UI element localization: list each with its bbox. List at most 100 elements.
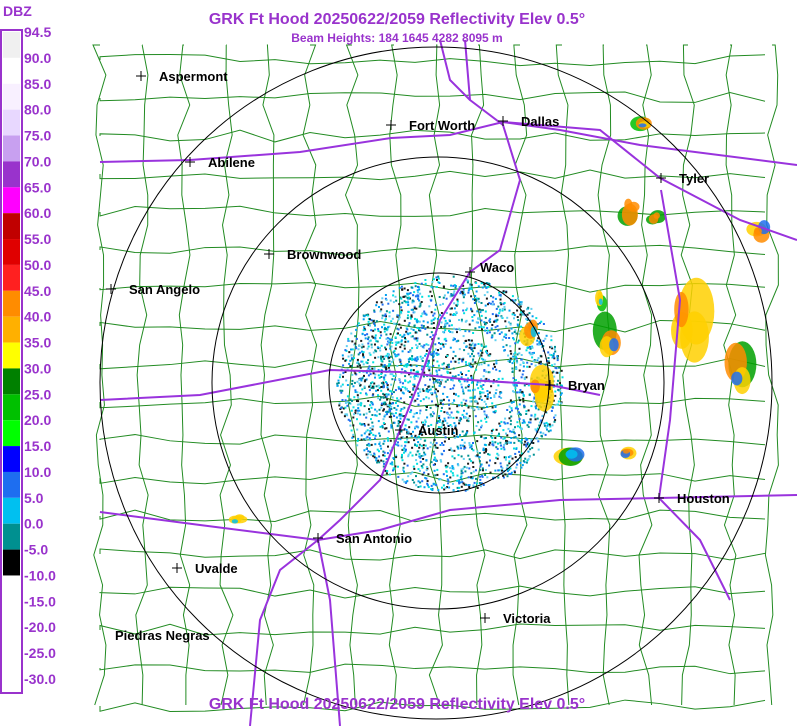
echo-pixel [536,417,539,420]
echo-pixel [409,411,412,414]
echo-pixel [374,328,377,331]
echo-pixel [407,301,410,304]
echo-pixel [467,484,470,487]
echo-pixel [404,450,407,453]
echo-pixel [551,371,554,374]
echo-pixel [365,313,368,316]
echo-pixel [552,370,555,373]
echo-pixel [426,482,429,485]
radar-echo [228,116,771,524]
echo-pixel [402,415,405,418]
echo-pixel [389,449,392,452]
echo-pixel [497,469,500,472]
echo-pixel [492,476,495,479]
echo-pixel [430,299,433,302]
echo-pixel [516,407,519,410]
echo-pixel [433,458,436,461]
echo-pixel [472,389,475,392]
echo-pixel [427,362,430,365]
echo-pixel [531,352,534,355]
echo-pixel [463,447,466,450]
echo-pixel [509,423,512,426]
echo-pixel [417,480,420,483]
echo-pixel [490,429,493,432]
echo-pixel [510,407,513,410]
echo-pixel [370,329,373,332]
echo-pixel [406,363,409,365]
legend-unit: DBZ [3,3,32,19]
echo-pixel [401,386,404,388]
echo-pixel [430,392,432,395]
echo-pixel [480,325,483,328]
echo-pixel [374,324,376,327]
echo-pixel [483,321,486,324]
echo-pixel [457,374,460,376]
echo-pixel [432,334,435,337]
echo-pixel [556,403,559,406]
echo-pixel [434,303,437,306]
echo-pixel [472,466,475,468]
echo-pixel [356,418,358,421]
echo-pixel [452,292,455,295]
echo-pixel [350,348,352,351]
echo-pixel [357,362,360,365]
echo-pixel [424,384,427,387]
echo-pixel [455,328,458,331]
echo-pixel [412,369,415,372]
echo-pixel [403,470,405,473]
echo-pixel [424,282,427,285]
echo-pixel [460,478,463,481]
range-ring [328,272,550,494]
echo-pixel [469,283,472,286]
echo-pixel [478,428,481,431]
echo-pixel [524,440,527,443]
echo-pixel [483,362,486,365]
echo-pixel [430,285,433,288]
echo-pixel [411,479,414,481]
echo-pixel [409,472,412,475]
echo-pixel [419,304,422,307]
echo-pixel [539,360,542,363]
echo-pixel [422,421,424,424]
echo-pixel [512,383,515,386]
echo-pixel [514,387,517,390]
echo-pixel [430,311,433,314]
legend-label: -20.0 [24,619,56,635]
echo-pixel [441,453,444,456]
echo-pixel [456,331,458,334]
echo-pixel [432,411,434,413]
echo-pixel [404,388,407,391]
echo-pixel [529,319,532,322]
echo-pixel [444,343,447,345]
echo-pixel [435,286,438,288]
echo-pixel [444,427,447,430]
echo-pixel [438,282,441,284]
echo-pixel [520,466,523,469]
echo-pixel [494,297,497,300]
echo-pixel [503,335,506,338]
echo-pixel [385,348,387,351]
echo-pixel [370,432,373,434]
echo-pixel [435,442,438,445]
echo-pixel [385,393,388,396]
echo-pixel [523,461,526,464]
echo-pixel [520,354,523,356]
echo-pixel [514,452,517,455]
echo-pixel [416,444,418,447]
echo-pixel [376,410,378,413]
echo-pixel [354,335,357,338]
echo-pixel [461,373,463,376]
echo-pixel [378,441,381,444]
echo-pixel [383,330,386,333]
echo-pixel [561,376,564,379]
echo-pixel [425,459,428,462]
echo-pixel [522,361,525,364]
echo-pixel [415,337,418,340]
echo-pixel [406,289,409,292]
echo-pixel [497,442,499,445]
echo-pixel [491,334,494,337]
echo-pixel [483,437,486,440]
echo-pixel [416,450,419,453]
echo-pixel [392,468,395,471]
echo-pixel [443,386,446,389]
